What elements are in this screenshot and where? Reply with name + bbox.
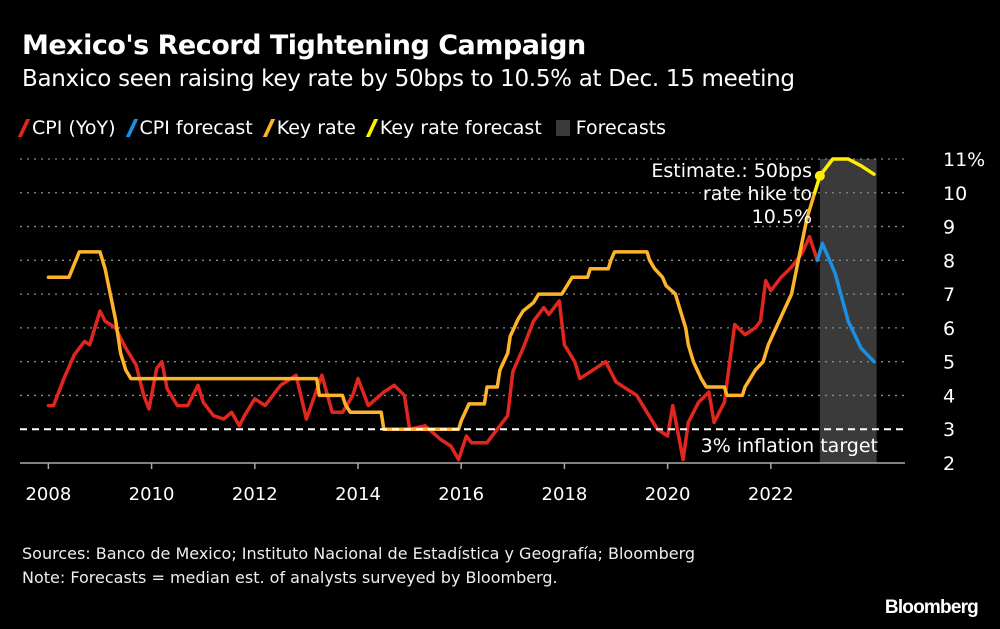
forecast-region [819, 159, 877, 463]
annotation-text: Estimate.: 50bps [651, 160, 812, 182]
sources-text: Sources: Banco de Mexico; Instituto Naci… [22, 544, 696, 563]
legend-label: Forecasts [575, 117, 667, 139]
legend-label: CPI forecast [139, 117, 253, 139]
legend-label: Key rate [276, 117, 356, 139]
chart-subtitle: Banxico seen raising key rate by 50bps t… [22, 66, 795, 92]
y-tick-label: 11% [943, 149, 985, 171]
annotation-point [814, 170, 825, 181]
series-line-cpi-yoy- [46, 234, 820, 462]
x-tick-label: 2014 [335, 484, 381, 505]
x-tick-label: 2022 [748, 484, 794, 505]
legend-label: Key rate forecast [379, 117, 542, 139]
sources-note: Sources: Banco de Mexico; Instituto Naci… [22, 542, 722, 590]
legend-item-cpi-forecast: CPI forecast [125, 117, 253, 139]
x-tick-label: 2018 [542, 484, 588, 505]
y-tick-label: 5 [943, 352, 955, 374]
y-tick-label: 10 [943, 183, 967, 205]
x-tick-label: 2012 [232, 484, 278, 505]
y-tick-label: 3 [943, 419, 955, 441]
y-tick-label: 6 [943, 318, 955, 340]
y-tick-label: 9 [943, 217, 955, 239]
legend-item-forecasts: Forecasts [555, 117, 667, 139]
x-tick-label: 2010 [129, 484, 175, 505]
note-text: Note: Forecasts = median est. of analyst… [22, 568, 558, 587]
target-line-label: 3% inflation target [701, 435, 878, 457]
annotation-text: rate hike to [703, 183, 812, 205]
annotation-text: 10.5% [752, 206, 812, 228]
chart-title: Mexico's Record Tightening Campaign [22, 30, 586, 61]
x-tick-label: 2020 [645, 484, 691, 505]
series-line-cpi-forecast [815, 241, 876, 364]
bloomberg-logo: Bloomberg [884, 597, 979, 618]
legend-item-key-rate: Key rate [262, 117, 356, 139]
x-tick-label: 2016 [438, 484, 484, 505]
y-tick-label: 7 [943, 284, 955, 306]
legend-item-cpi: CPI (YoY) [17, 117, 116, 139]
legend-swatch [555, 120, 570, 136]
legend-label: CPI (YoY) [32, 117, 116, 139]
y-tick-label: 2 [943, 453, 955, 475]
series-line-key-rate [46, 191, 817, 431]
legend-item-key-rate-forecast: Key rate forecast [365, 117, 542, 139]
legend: CPI (YoY) CPI forecast Key rate Key rate… [17, 117, 667, 139]
x-tick-label: 2008 [25, 484, 71, 505]
y-tick-label: 4 [943, 385, 955, 407]
y-tick-label: 8 [943, 250, 955, 272]
